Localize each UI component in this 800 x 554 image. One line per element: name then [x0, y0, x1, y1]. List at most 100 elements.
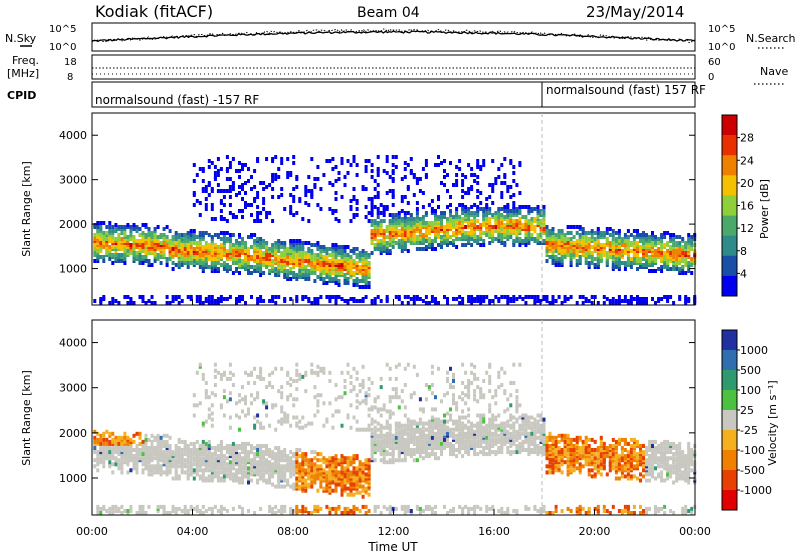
heatmap-cell: [409, 213, 413, 217]
heatmap-cell: [198, 468, 202, 473]
heatmap-cell: [310, 462, 314, 467]
heatmap-cell: [340, 454, 344, 459]
heatmap-cell: [102, 450, 106, 455]
heatmap-cell: [162, 227, 166, 231]
heatmap-cell: [201, 231, 205, 235]
heatmap-cell: [253, 415, 257, 420]
heatmap-cell: [280, 385, 284, 390]
heatmap-cell: [168, 239, 172, 243]
heatmap-cell: [678, 247, 682, 251]
heatmap-cell: [394, 395, 398, 400]
heatmap-cell: [654, 249, 657, 253]
heatmap-cell: [186, 468, 190, 473]
heatmap-cell: [228, 189, 232, 193]
heatmap-cell: [177, 249, 181, 253]
heatmap-cell: [241, 215, 244, 219]
heatmap-cell: [340, 492, 344, 497]
heatmap-cell: [464, 231, 468, 235]
heatmap-cell: [334, 299, 338, 303]
heatmap-cell: [385, 205, 389, 209]
heatmap-cell: [319, 249, 323, 253]
heatmap-cell: [120, 462, 124, 467]
heatmap-cell: [235, 450, 238, 455]
heatmap-cell: [440, 245, 443, 249]
heatmap-cell: [400, 209, 404, 213]
heatmap-cell: [210, 470, 214, 475]
heatmap-cell: [358, 427, 362, 432]
heatmap-cell: [491, 225, 495, 229]
heatmap-cell: [397, 219, 401, 223]
heatmap-cell: [645, 297, 648, 301]
heatmap-cell: [204, 241, 208, 245]
heatmap-cell: [406, 201, 410, 205]
heatmap-cell: [292, 155, 296, 159]
heatmap-cell: [497, 223, 501, 227]
heatmap-cell: [307, 482, 311, 487]
heatmap-cell: [244, 395, 247, 400]
heatmap-cell: [434, 229, 437, 233]
heatmap-cell: [418, 450, 422, 455]
heatmap-cell: [144, 462, 148, 467]
heatmap-cell: [135, 466, 139, 471]
heatmap-cell: [581, 227, 585, 231]
heatmap-cell: [108, 257, 112, 261]
heatmap-cell: [144, 511, 148, 515]
heatmap-cell: [222, 446, 226, 450]
heatmap-cell: [114, 227, 118, 231]
heatmap-cell: [467, 163, 471, 167]
heatmap-cell: [578, 255, 582, 259]
heatmap-cell: [358, 460, 362, 465]
heatmap-cell: [253, 265, 257, 269]
heatmap-cell: [382, 433, 386, 438]
heatmap-cell: [554, 263, 558, 267]
heatmap-cell: [524, 233, 528, 237]
heatmap-cell: [397, 437, 401, 442]
heatmap-cell: [406, 249, 410, 253]
power-colorbar-tick: 12: [740, 222, 754, 235]
heatmap-cell: [684, 241, 688, 245]
heatmap-cell: [590, 251, 594, 255]
heatmap-cell: [518, 217, 522, 221]
heatmap-cell: [584, 261, 588, 265]
heatmap-cell: [657, 267, 661, 271]
heatmap-cell: [301, 476, 305, 481]
heatmap-cell: [418, 421, 422, 426]
heatmap-cell: [361, 285, 365, 289]
heatmap-cell: [421, 191, 425, 195]
heatmap-cell: [313, 480, 317, 485]
heatmap-cell: [204, 452, 208, 457]
heatmap-cell: [177, 437, 181, 442]
heatmap-cell: [373, 397, 377, 402]
heatmap-cell: [340, 297, 344, 301]
heatmap-cell: [427, 419, 431, 424]
heatmap-cell: [379, 219, 383, 223]
heatmap-cell: [340, 476, 344, 481]
heatmap-cell: [201, 444, 205, 448]
heatmap-cell: [518, 237, 522, 241]
heatmap-cell: [352, 385, 356, 390]
power-ylabel: Slant Range [km]: [20, 161, 33, 257]
heatmap-cell: [548, 255, 552, 259]
heatmap-cell: [247, 466, 250, 471]
heatmap-cell: [678, 251, 682, 255]
heatmap-cell: [316, 259, 320, 263]
heatmap-cell: [114, 439, 118, 444]
heatmap-cell: [183, 511, 187, 515]
heatmap-cell: [283, 448, 287, 452]
heatmap-cell: [409, 437, 413, 442]
heatmap-cell: [238, 259, 241, 263]
heatmap-cell: [289, 450, 293, 455]
heatmap-cell: [427, 429, 431, 434]
heatmap-cell: [515, 237, 519, 241]
heatmap-cell: [231, 271, 235, 275]
freq-tick-high: 18: [64, 57, 77, 68]
heatmap-cell: [280, 421, 284, 426]
heatmap-cell: [259, 476, 263, 481]
heatmap-cell: [334, 281, 338, 285]
heatmap-cell: [642, 241, 645, 245]
heatmap-cell: [274, 427, 278, 432]
heatmap-cell: [415, 372, 419, 377]
heatmap-cell: [301, 295, 305, 299]
heatmap-cell: [400, 389, 404, 394]
heatmap-cell: [219, 511, 223, 515]
